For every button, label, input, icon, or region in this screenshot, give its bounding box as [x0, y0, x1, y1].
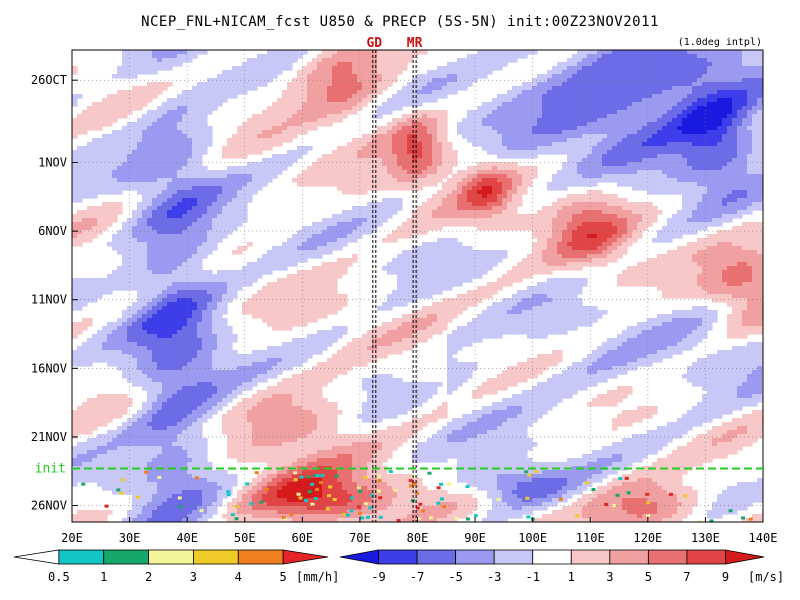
y-tick-label-26NOV: 26NOV	[31, 499, 67, 513]
x-axis: 20E 30E 40E 50E 60E 70E 80E 90E 100E 110E 120E 130E…	[61, 517, 777, 545]
x-tick-label-140E: 140E	[749, 531, 778, 545]
x-tick-label-80E: 80E	[407, 531, 429, 545]
u850-label-5: 1	[568, 570, 575, 584]
init-line: init	[35, 461, 763, 476]
u850-label-9: 9	[722, 570, 729, 584]
u850-field	[72, 50, 763, 522]
u850-unit: [m/s]	[748, 570, 784, 584]
precip-label-1: 1	[100, 570, 107, 584]
u850-swatch-3	[455, 549, 495, 565]
u850-label-4: -1	[526, 570, 540, 584]
u850-swatch-2	[416, 549, 457, 565]
u850-label-6: 3	[606, 570, 613, 584]
x-tick-label-60E: 60E	[291, 531, 313, 545]
y-tick-label-21NOV: 21NOV	[31, 430, 67, 444]
precip-unit: [mm/h]	[296, 570, 339, 584]
u850-swatch-0	[339, 549, 379, 565]
precip-label-5: 5	[280, 570, 287, 584]
precip-swatch-2	[103, 549, 149, 565]
precip-swatch-6	[282, 549, 329, 565]
x-tick-label-130E: 130E	[691, 531, 720, 545]
u850-swatch-8	[647, 549, 688, 565]
x-tick-label-110E: 110E	[576, 531, 605, 545]
u850-label-7: 5	[645, 570, 652, 584]
u850-label-8: 7	[683, 570, 690, 584]
x-tick-label-50E: 50E	[234, 531, 256, 545]
x-tick-label-100E: 100E	[518, 531, 547, 545]
u850-label-1: -7	[410, 570, 424, 584]
precip-colorbar: 0.5 1 2 3 4 5 [mm/h]	[13, 549, 339, 584]
y-tick-label-11NOV: 11NOV	[31, 293, 67, 307]
precip-label-3: 3	[190, 570, 197, 584]
precip-label-4: 4	[235, 570, 242, 584]
u850-swatch-4	[493, 549, 534, 565]
u850-swatch-10	[725, 549, 765, 565]
u850-swatch-7	[609, 549, 649, 565]
y-tick-label-26OCT: 26OCT	[31, 73, 67, 87]
marker-label-mr: MR	[407, 36, 423, 51]
y-axis: 26OCT 1NOV 6NOV 11NOV 16NOV 21NOV 26NOV	[31, 73, 78, 513]
chart-title: NCEP_FNL+NICAM_fcst U850 & PRECP (5S-5N)…	[141, 14, 659, 30]
u850-label-3: -3	[487, 570, 501, 584]
u850-swatch-6	[570, 549, 611, 565]
precip-swatch-1	[58, 549, 105, 565]
precip-label-2: 2	[145, 570, 152, 584]
init-label: init	[35, 461, 66, 476]
interpolation-note: (1.0deg intpl)	[677, 37, 762, 48]
u850-swatch-1	[378, 549, 418, 565]
y-tick-label-6NOV: 6NOV	[38, 224, 67, 238]
precip-swatch-4	[193, 549, 239, 565]
y-tick-label-1NOV: 1NOV	[38, 156, 67, 170]
x-tick-label-30E: 30E	[119, 531, 141, 545]
u850-label-0: -9	[371, 570, 385, 584]
u850-colorbar: -9 -7 -5 -3 -1 1 3 5 7 9 [m/s]	[339, 549, 784, 584]
x-tick-label-90E: 90E	[464, 531, 486, 545]
u850-swatch-9	[686, 549, 726, 565]
precip-label-0: 0.5	[48, 570, 70, 584]
grid-lines	[72, 50, 763, 522]
y-tick-label-16NOV: 16NOV	[31, 361, 67, 375]
u850-swatch-5	[532, 549, 572, 565]
precip-swatch-0	[13, 549, 60, 565]
x-tick-label-70E: 70E	[349, 531, 371, 545]
marker-label-gd: GD	[366, 36, 382, 51]
x-tick-label-120E: 120E	[633, 531, 662, 545]
station-markers: GD MR	[366, 36, 423, 522]
precip-swatch-5	[237, 549, 284, 565]
x-tick-label-40E: 40E	[176, 531, 198, 545]
u850-label-2: -5	[448, 570, 462, 584]
precip-swatch-3	[148, 549, 194, 565]
x-tick-label-20E: 20E	[61, 531, 83, 545]
